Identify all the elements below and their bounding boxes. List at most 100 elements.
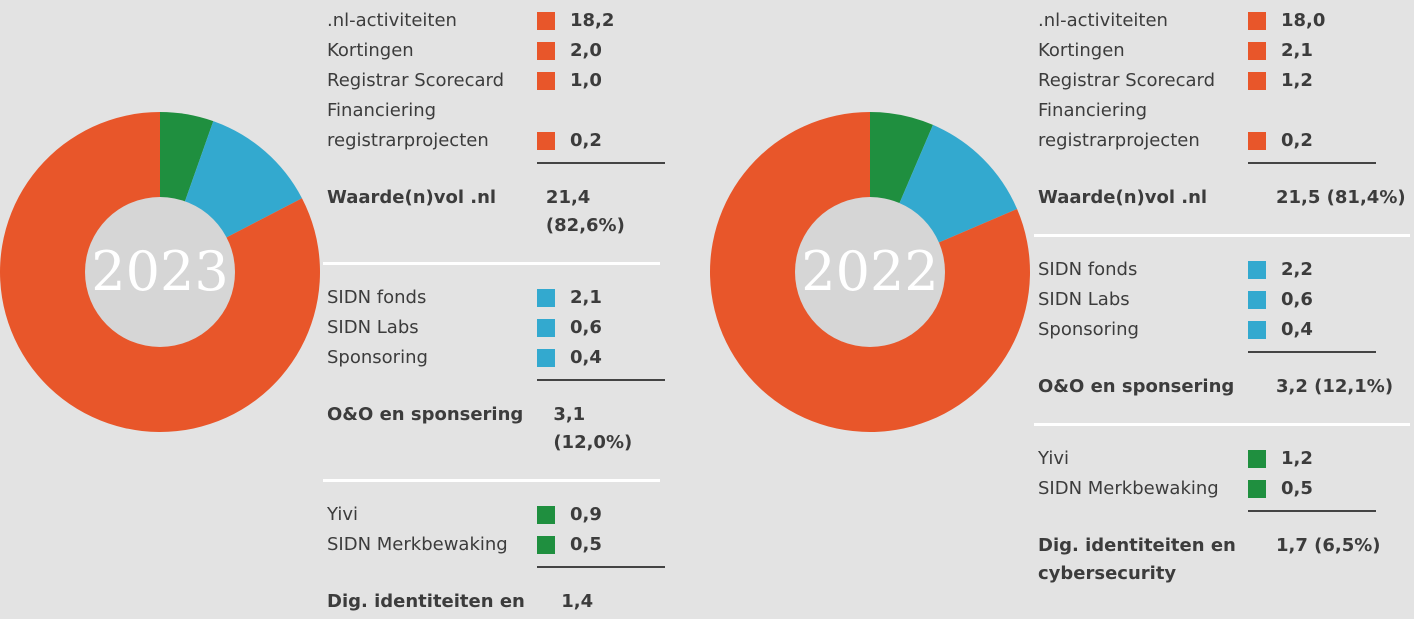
item-row: SIDN Labs 0,6: [327, 313, 664, 343]
item-name: SIDN Labs: [1038, 289, 1130, 310]
group-total: Waarde(n)vol .nl 21,4 (82,6%): [327, 184, 664, 240]
item-value: 1,2: [1281, 70, 1313, 91]
item-value: 0,2: [1281, 130, 1313, 151]
group-total-value: 3,2 (12,1%): [1276, 376, 1394, 397]
item-row: SIDN fonds 2,2: [1038, 255, 1414, 285]
center-label: 2022: [801, 240, 938, 303]
item-swatch: [1248, 261, 1266, 279]
item-value: 0,6: [570, 317, 602, 338]
item-row: Financiering registrarprojecten 0,2: [1038, 96, 1414, 156]
subtotal-line: [1248, 351, 1376, 353]
item-row: Kortingen 2,0: [327, 36, 664, 66]
breakdown-table: .nl-activiteiten 18,0 Kortingen 2,1 Registra…: [1034, 6, 1414, 588]
item-name: Registrar Scorecard: [1038, 70, 1216, 91]
item-swatch: [537, 132, 555, 150]
donut-hole: [795, 197, 945, 347]
item-row: Yivi 0,9: [327, 500, 664, 530]
group-total: Dig. identiteiten en cybersecurity 1,4 (5…: [327, 588, 664, 619]
group-total-value: 1,4 (5,4%): [561, 591, 594, 612]
item-name: Yivi: [327, 504, 359, 525]
item-value: 0,2: [570, 130, 602, 151]
group-total: O&O en sponsering 3,1 (12,0%): [327, 401, 664, 457]
item-row: Registrar Scorecard 1,2: [1038, 66, 1414, 96]
item-row: SIDN Merkbewaking 0,5: [327, 530, 664, 560]
group-total-value: 21,4 (82,6%): [545, 187, 625, 236]
item-value: 0,4: [570, 347, 602, 368]
item-swatch: [1248, 12, 1266, 30]
group-total: O&O en sponsering 3,2 (12,1%): [1038, 373, 1414, 401]
item-name: Financiering registrarprojecten: [327, 100, 489, 151]
item-value: 0,5: [570, 534, 602, 555]
group-name: Waarde(n)vol .nl: [327, 187, 497, 208]
breakdown-table: .nl-activiteiten 18,2 Kortingen 2,0 Registra…: [323, 6, 665, 619]
group-total: Waarde(n)vol .nl 21,5 (81,4%): [1038, 184, 1414, 212]
group-total-value: 1,7 (6,5%): [1276, 535, 1381, 556]
group-separator: [1034, 423, 1410, 426]
item-swatch: [537, 536, 555, 554]
subtotal-line: [1248, 162, 1376, 164]
group-name: Dig. identiteiten en cybersecurity: [1038, 535, 1236, 584]
item-swatch: [1248, 450, 1266, 468]
item-name: Yivi: [1038, 448, 1070, 469]
item-value: 2,0: [570, 40, 602, 61]
item-swatch: [1248, 42, 1266, 60]
item-value: 2,1: [1281, 40, 1313, 61]
item-name: Financiering registrarprojecten: [1038, 100, 1200, 151]
item-value: 0,6: [1281, 289, 1313, 310]
item-swatch: [537, 349, 555, 367]
item-value: 0,9: [570, 504, 602, 525]
group-separator: [323, 262, 660, 265]
group-separator: [323, 479, 660, 482]
item-swatch: [1248, 480, 1266, 498]
item-name: Kortingen: [1038, 40, 1125, 61]
group-name: Waarde(n)vol .nl: [1038, 187, 1208, 208]
item-name: SIDN fonds: [1038, 259, 1138, 280]
item-value: 2,2: [1281, 259, 1313, 280]
item-swatch: [1248, 72, 1266, 90]
item-value: 0,5: [1281, 478, 1313, 499]
item-value: 0,4: [1281, 319, 1313, 340]
item-row: .nl-activiteiten 18,2: [327, 6, 664, 36]
item-name: Registrar Scorecard: [327, 70, 505, 91]
item-name: Sponsoring: [1038, 319, 1139, 340]
item-value: 1,0: [570, 70, 602, 91]
item-row: SIDN Merkbewaking 0,5: [1038, 474, 1414, 504]
subtotal-line: [537, 379, 665, 381]
item-value: 2,1: [570, 287, 602, 308]
item-name: .nl-activiteiten: [1038, 10, 1168, 31]
item-name: Sponsoring: [327, 347, 428, 368]
group-name: Dig. identiteiten en cybersecurity: [327, 591, 525, 612]
item-value: 1,2: [1281, 448, 1313, 469]
item-name: SIDN Merkbewaking: [1038, 478, 1219, 499]
item-row: .nl-activiteiten 18,0: [1038, 6, 1414, 36]
item-row: Financiering registrarprojecten 0,2: [327, 96, 664, 156]
item-swatch: [537, 42, 555, 60]
item-swatch: [1248, 132, 1266, 150]
item-value: 18,0: [1281, 10, 1326, 31]
item-swatch: [537, 72, 555, 90]
subtotal-line: [537, 566, 665, 568]
item-swatch: [537, 506, 555, 524]
item-swatch: [537, 12, 555, 30]
item-name: SIDN Labs: [327, 317, 419, 338]
group-name: O&O en sponsering: [327, 404, 524, 425]
item-row: Yivi 1,2: [1038, 444, 1414, 474]
subtotal-line: [1248, 510, 1376, 512]
group-name: O&O en sponsering: [1038, 376, 1235, 397]
item-row: Kortingen 2,1: [1038, 36, 1414, 66]
group-total-value: 21,5 (81,4%): [1276, 187, 1406, 208]
item-row: Sponsoring 0,4: [327, 343, 664, 373]
item-name: .nl-activiteiten: [327, 10, 457, 31]
item-swatch: [537, 289, 555, 307]
item-name: SIDN Merkbewaking: [327, 534, 508, 555]
center-label: 2023: [91, 240, 228, 303]
item-swatch: [1248, 291, 1266, 309]
item-name: SIDN fonds: [327, 287, 427, 308]
item-row: Registrar Scorecard 1,0: [327, 66, 664, 96]
donut-segment: [0, 111, 321, 432]
subtotal-line: [537, 162, 665, 164]
group-total-value: 3,1 (12,0%): [553, 404, 633, 453]
item-swatch: [537, 319, 555, 337]
